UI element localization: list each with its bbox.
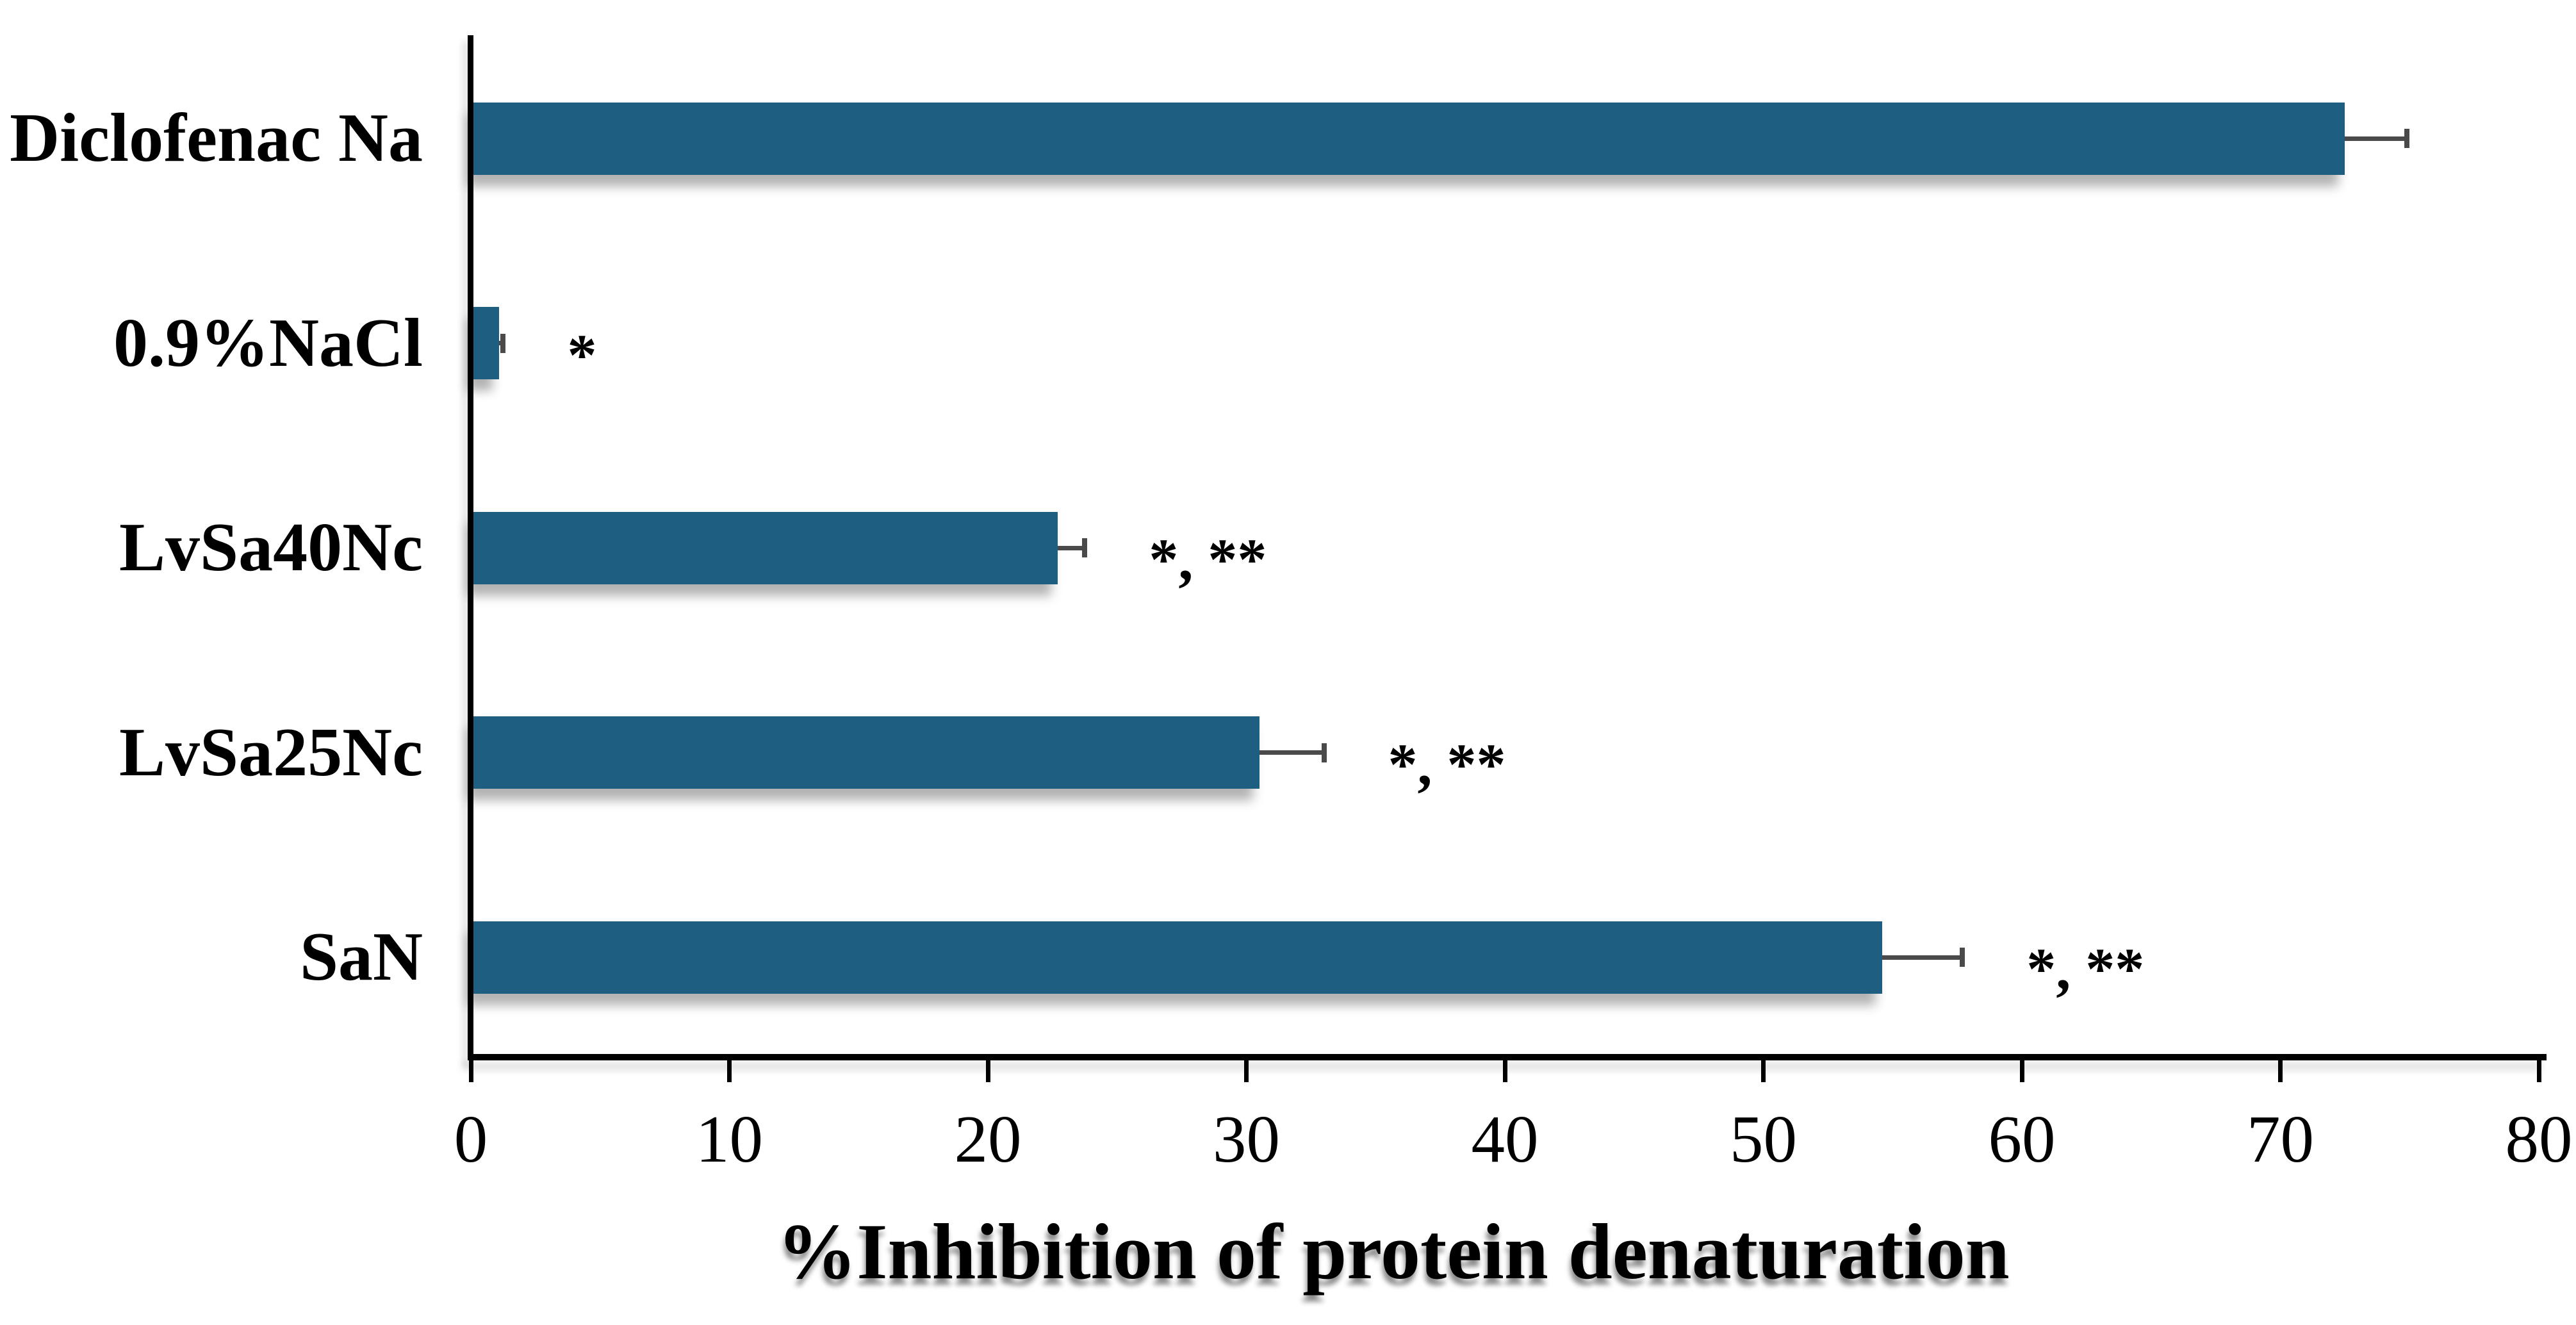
error-bar-cap <box>1960 948 1965 967</box>
x-axis-line <box>468 1054 2547 1060</box>
x-tick <box>2278 1060 2283 1082</box>
x-tick-label: 50 <box>1730 1101 1797 1176</box>
category-label: 0.9%NaCl <box>113 304 423 381</box>
bar <box>473 921 1883 994</box>
significance-annotation: *, ** <box>2026 936 2145 1001</box>
error-bar-line <box>2345 136 2408 141</box>
error-bar-cap <box>2404 129 2410 148</box>
y-axis-line <box>468 35 473 1060</box>
bar <box>473 102 2345 175</box>
x-tick <box>1502 1060 1507 1082</box>
category-label: SaN <box>299 919 423 995</box>
x-tick-label: 40 <box>1471 1101 1539 1176</box>
x-tick-label: 20 <box>954 1101 1022 1176</box>
x-tick-label: 30 <box>1213 1101 1280 1176</box>
bar <box>473 307 500 379</box>
x-tick-label: 60 <box>1988 1101 2056 1176</box>
x-axis-title: %Inhibition of protein denaturation <box>777 1208 2010 1296</box>
x-tick <box>2019 1060 2024 1082</box>
significance-annotation: * <box>567 322 597 388</box>
error-bar-cap <box>1082 538 1088 557</box>
category-label: LvSa40Nc <box>119 509 423 586</box>
x-tick-label: 0 <box>454 1101 488 1176</box>
x-tick-label: 10 <box>696 1101 763 1176</box>
category-label: LvSa25Nc <box>119 714 423 791</box>
x-tick <box>2536 1060 2541 1082</box>
x-tick-label: 70 <box>2247 1101 2314 1176</box>
error-bar-line <box>1057 545 1085 550</box>
x-tick <box>468 1060 473 1082</box>
bar <box>473 511 1058 584</box>
bar <box>473 716 1259 789</box>
x-tick <box>727 1060 732 1082</box>
x-tick <box>1244 1060 1249 1082</box>
category-label: Diclofenac Na <box>10 100 423 176</box>
error-bar-cap <box>500 333 506 353</box>
error-bar-cap <box>1321 743 1327 762</box>
x-tick <box>1761 1060 1766 1082</box>
error-bar-line <box>1882 955 1963 960</box>
x-tick-label: 80 <box>2505 1101 2573 1176</box>
significance-annotation: *, ** <box>1388 731 1506 797</box>
x-tick <box>985 1060 990 1082</box>
significance-annotation: *, ** <box>1149 527 1267 592</box>
error-bar-line <box>1259 750 1324 755</box>
